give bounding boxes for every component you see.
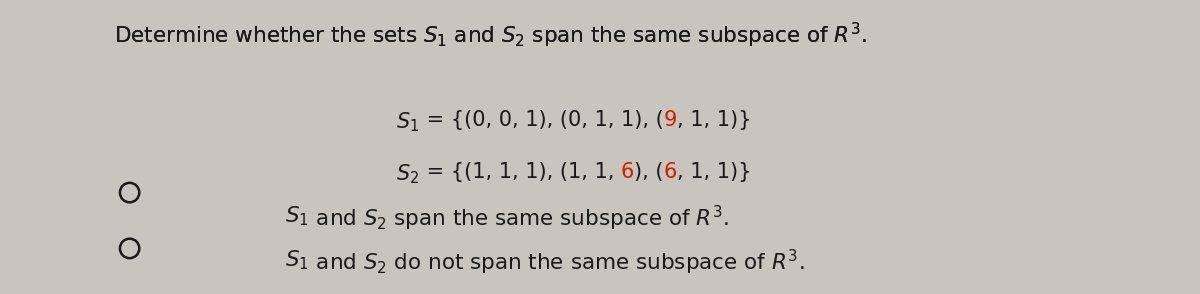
Text: $S_1$: $S_1$ xyxy=(284,248,308,272)
Text: $S_1$: $S_1$ xyxy=(284,204,308,228)
Text: ), (: ), ( xyxy=(634,162,664,182)
Text: , 1, 1)}: , 1, 1)} xyxy=(677,110,751,130)
Text: , 1, 1)}: , 1, 1)} xyxy=(677,162,751,182)
Text: Determine whether the sets $S_1$ and $S_2$ span the same subspace of $R^3$.: Determine whether the sets $S_1$ and $S_… xyxy=(114,21,866,50)
Text: $S_2$: $S_2$ xyxy=(396,162,420,186)
Text: 9: 9 xyxy=(664,110,677,130)
Text: Determine whether the sets $S_1$ and $S_2$ span the same subspace of $R^3$.: Determine whether the sets $S_1$ and $S_… xyxy=(114,21,866,50)
Text: 6: 6 xyxy=(620,162,634,182)
Text: = {(0, 0, 1), (0, 1, 1), (: = {(0, 0, 1), (0, 1, 1), ( xyxy=(420,110,664,130)
Text: and $S_2$ span the same subspace of $R^3$.: and $S_2$ span the same subspace of $R^3… xyxy=(308,204,728,233)
Text: = {(1, 1, 1), (1, 1,: = {(1, 1, 1), (1, 1, xyxy=(420,162,620,182)
Text: 6: 6 xyxy=(664,162,677,182)
Text: and $S_2$ do not span the same subspace of $R^3$.: and $S_2$ do not span the same subspace … xyxy=(308,248,804,277)
Text: $S_1$: $S_1$ xyxy=(396,110,420,133)
